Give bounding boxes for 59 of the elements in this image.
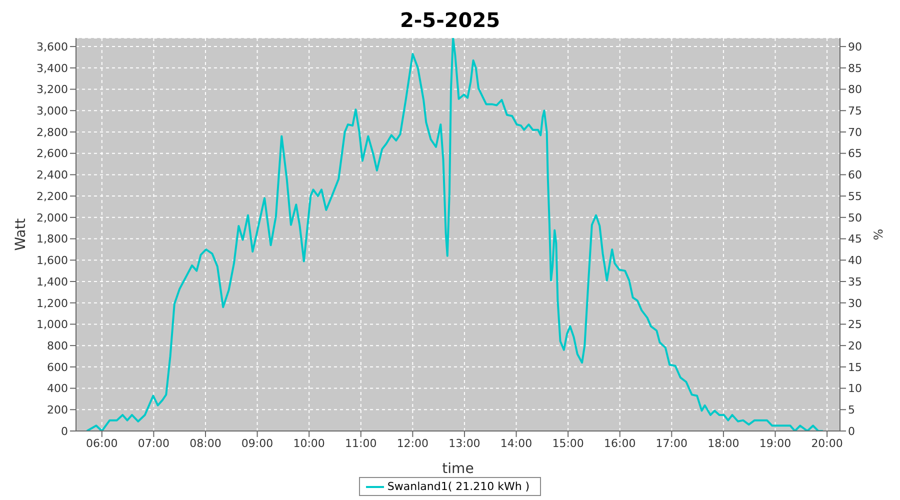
chart-title: 2-5-2025 <box>398 8 502 34</box>
y2-tick-label: 10 <box>848 382 862 396</box>
y-tick-label: 2,600 <box>36 147 68 160</box>
x-tick-label: 19:00 <box>759 436 792 450</box>
x-tick-label: 07:00 <box>138 436 170 450</box>
y2-tick-label: 65 <box>848 147 862 160</box>
x-tick-label: 16:00 <box>604 436 636 450</box>
y2-tick-label: 60 <box>848 168 862 182</box>
y-tick-label: 1,600 <box>36 254 68 268</box>
y-tick-label: 2,000 <box>36 211 68 224</box>
y2-tick-label: 5 <box>848 404 855 417</box>
line-series <box>86 38 824 431</box>
y2-tick-label: 20 <box>848 339 862 352</box>
x-tick-label: 17:00 <box>656 436 688 450</box>
y2-axis-title: % <box>871 228 886 240</box>
y2-tick-label: 25 <box>848 318 862 332</box>
y-tick-label: 1,000 <box>36 318 68 332</box>
y2-tick-label: 30 <box>848 296 862 310</box>
x-tick-label: 09:00 <box>241 436 274 450</box>
y-tick-label: 3,000 <box>36 104 68 118</box>
x-tick-label: 08:00 <box>190 436 222 450</box>
y2-tick-label: 80 <box>848 83 862 96</box>
x-axis-title: time <box>442 461 474 477</box>
y2-tick-label: 50 <box>848 211 862 224</box>
y-tick-label: 3,400 <box>36 62 68 75</box>
legend-label: Swanland1( 21.210 kWh ) <box>387 480 530 493</box>
y2-tick-label: 35 <box>848 275 862 288</box>
y-tick-label: 2,800 <box>36 126 68 139</box>
y-tick-label: 1,800 <box>36 232 68 246</box>
y2-tick-label: 0 <box>848 424 855 438</box>
y-tick-label: 600 <box>47 360 68 374</box>
y2-tick-label: 45 <box>848 232 862 246</box>
y2-tick-label: 85 <box>848 62 862 75</box>
x-tick-label: 14:00 <box>500 436 532 450</box>
y-tick-label: 1,400 <box>36 275 68 288</box>
x-tick-label: 15:00 <box>552 436 584 450</box>
y2-tick-label: 15 <box>848 360 862 374</box>
x-tick-label: 12:00 <box>396 436 429 450</box>
x-tick-label: 13:00 <box>448 436 480 450</box>
x-tick-label: 06:00 <box>86 436 118 450</box>
y-tick-label: 2,200 <box>36 190 68 203</box>
y2-tick-label: 55 <box>848 190 862 203</box>
y2-tick-label: 40 <box>848 254 862 268</box>
y2-tick-label: 75 <box>848 104 862 118</box>
y-axis-title: Watt <box>12 218 29 251</box>
y2-tick-label: 90 <box>848 40 862 54</box>
y-tick-label: 800 <box>47 339 68 352</box>
x-tick-label: 11:00 <box>345 436 377 450</box>
x-tick-label: 10:00 <box>293 436 325 450</box>
y-tick-label: 0 <box>61 424 68 438</box>
x-tick-label: 20:00 <box>811 436 843 450</box>
y2-tick-label: 70 <box>848 126 862 139</box>
y-tick-label: 2,400 <box>36 168 68 182</box>
y-tick-label: 200 <box>47 404 68 417</box>
y-tick-label: 3,600 <box>36 40 68 54</box>
y-tick-label: 400 <box>47 382 68 396</box>
y-tick-label: 3,200 <box>36 83 68 96</box>
x-tick-label: 18:00 <box>708 436 740 450</box>
y-tick-label: 1,200 <box>36 296 68 310</box>
